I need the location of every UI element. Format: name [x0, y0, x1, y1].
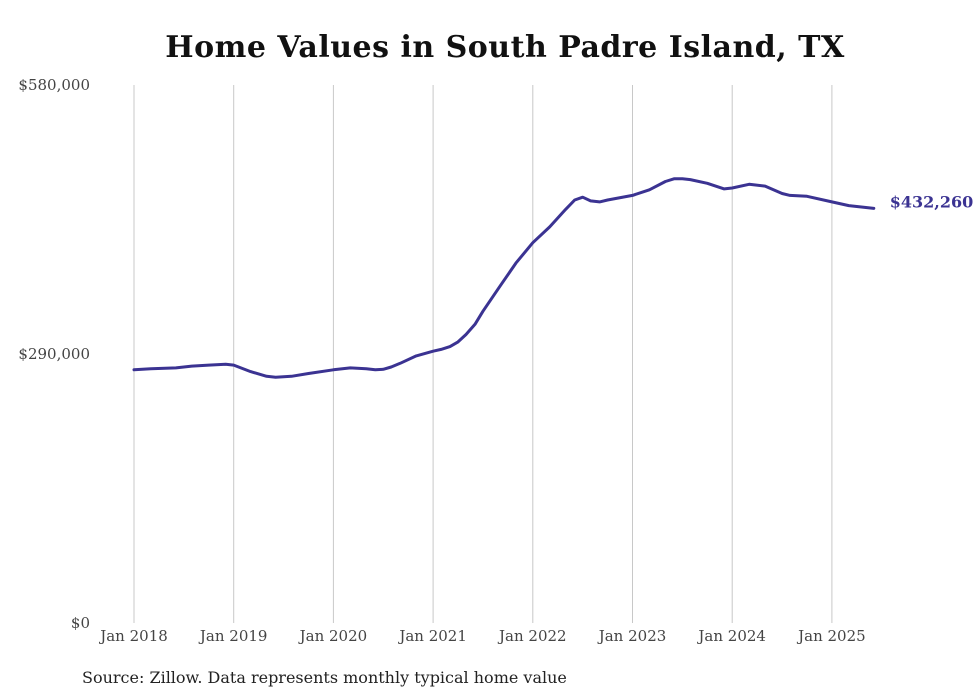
x-tick-label: Jan 2018 — [98, 627, 168, 645]
x-tick-label: Jan 2022 — [497, 627, 567, 645]
source-note: Source: Zillow. Data represents monthly … — [82, 668, 567, 687]
y-tick-label: $0 — [71, 614, 90, 632]
x-tick-label: Jan 2023 — [597, 627, 667, 645]
series-line — [132, 177, 876, 379]
y-tick-label: $290,000 — [18, 345, 90, 363]
end-value-label: $432,260 — [890, 192, 974, 211]
y-tick-label: $580,000 — [18, 76, 90, 94]
x-tick-label: Jan 2020 — [298, 627, 368, 645]
x-tick-label: Jan 2024 — [696, 627, 766, 645]
x-tick-label: Jan 2021 — [397, 627, 467, 645]
chart-title: Home Values in South Padre Island, TX — [165, 30, 845, 65]
x-tick-label: Jan 2025 — [796, 627, 866, 645]
x-tick-label: Jan 2019 — [198, 627, 268, 645]
